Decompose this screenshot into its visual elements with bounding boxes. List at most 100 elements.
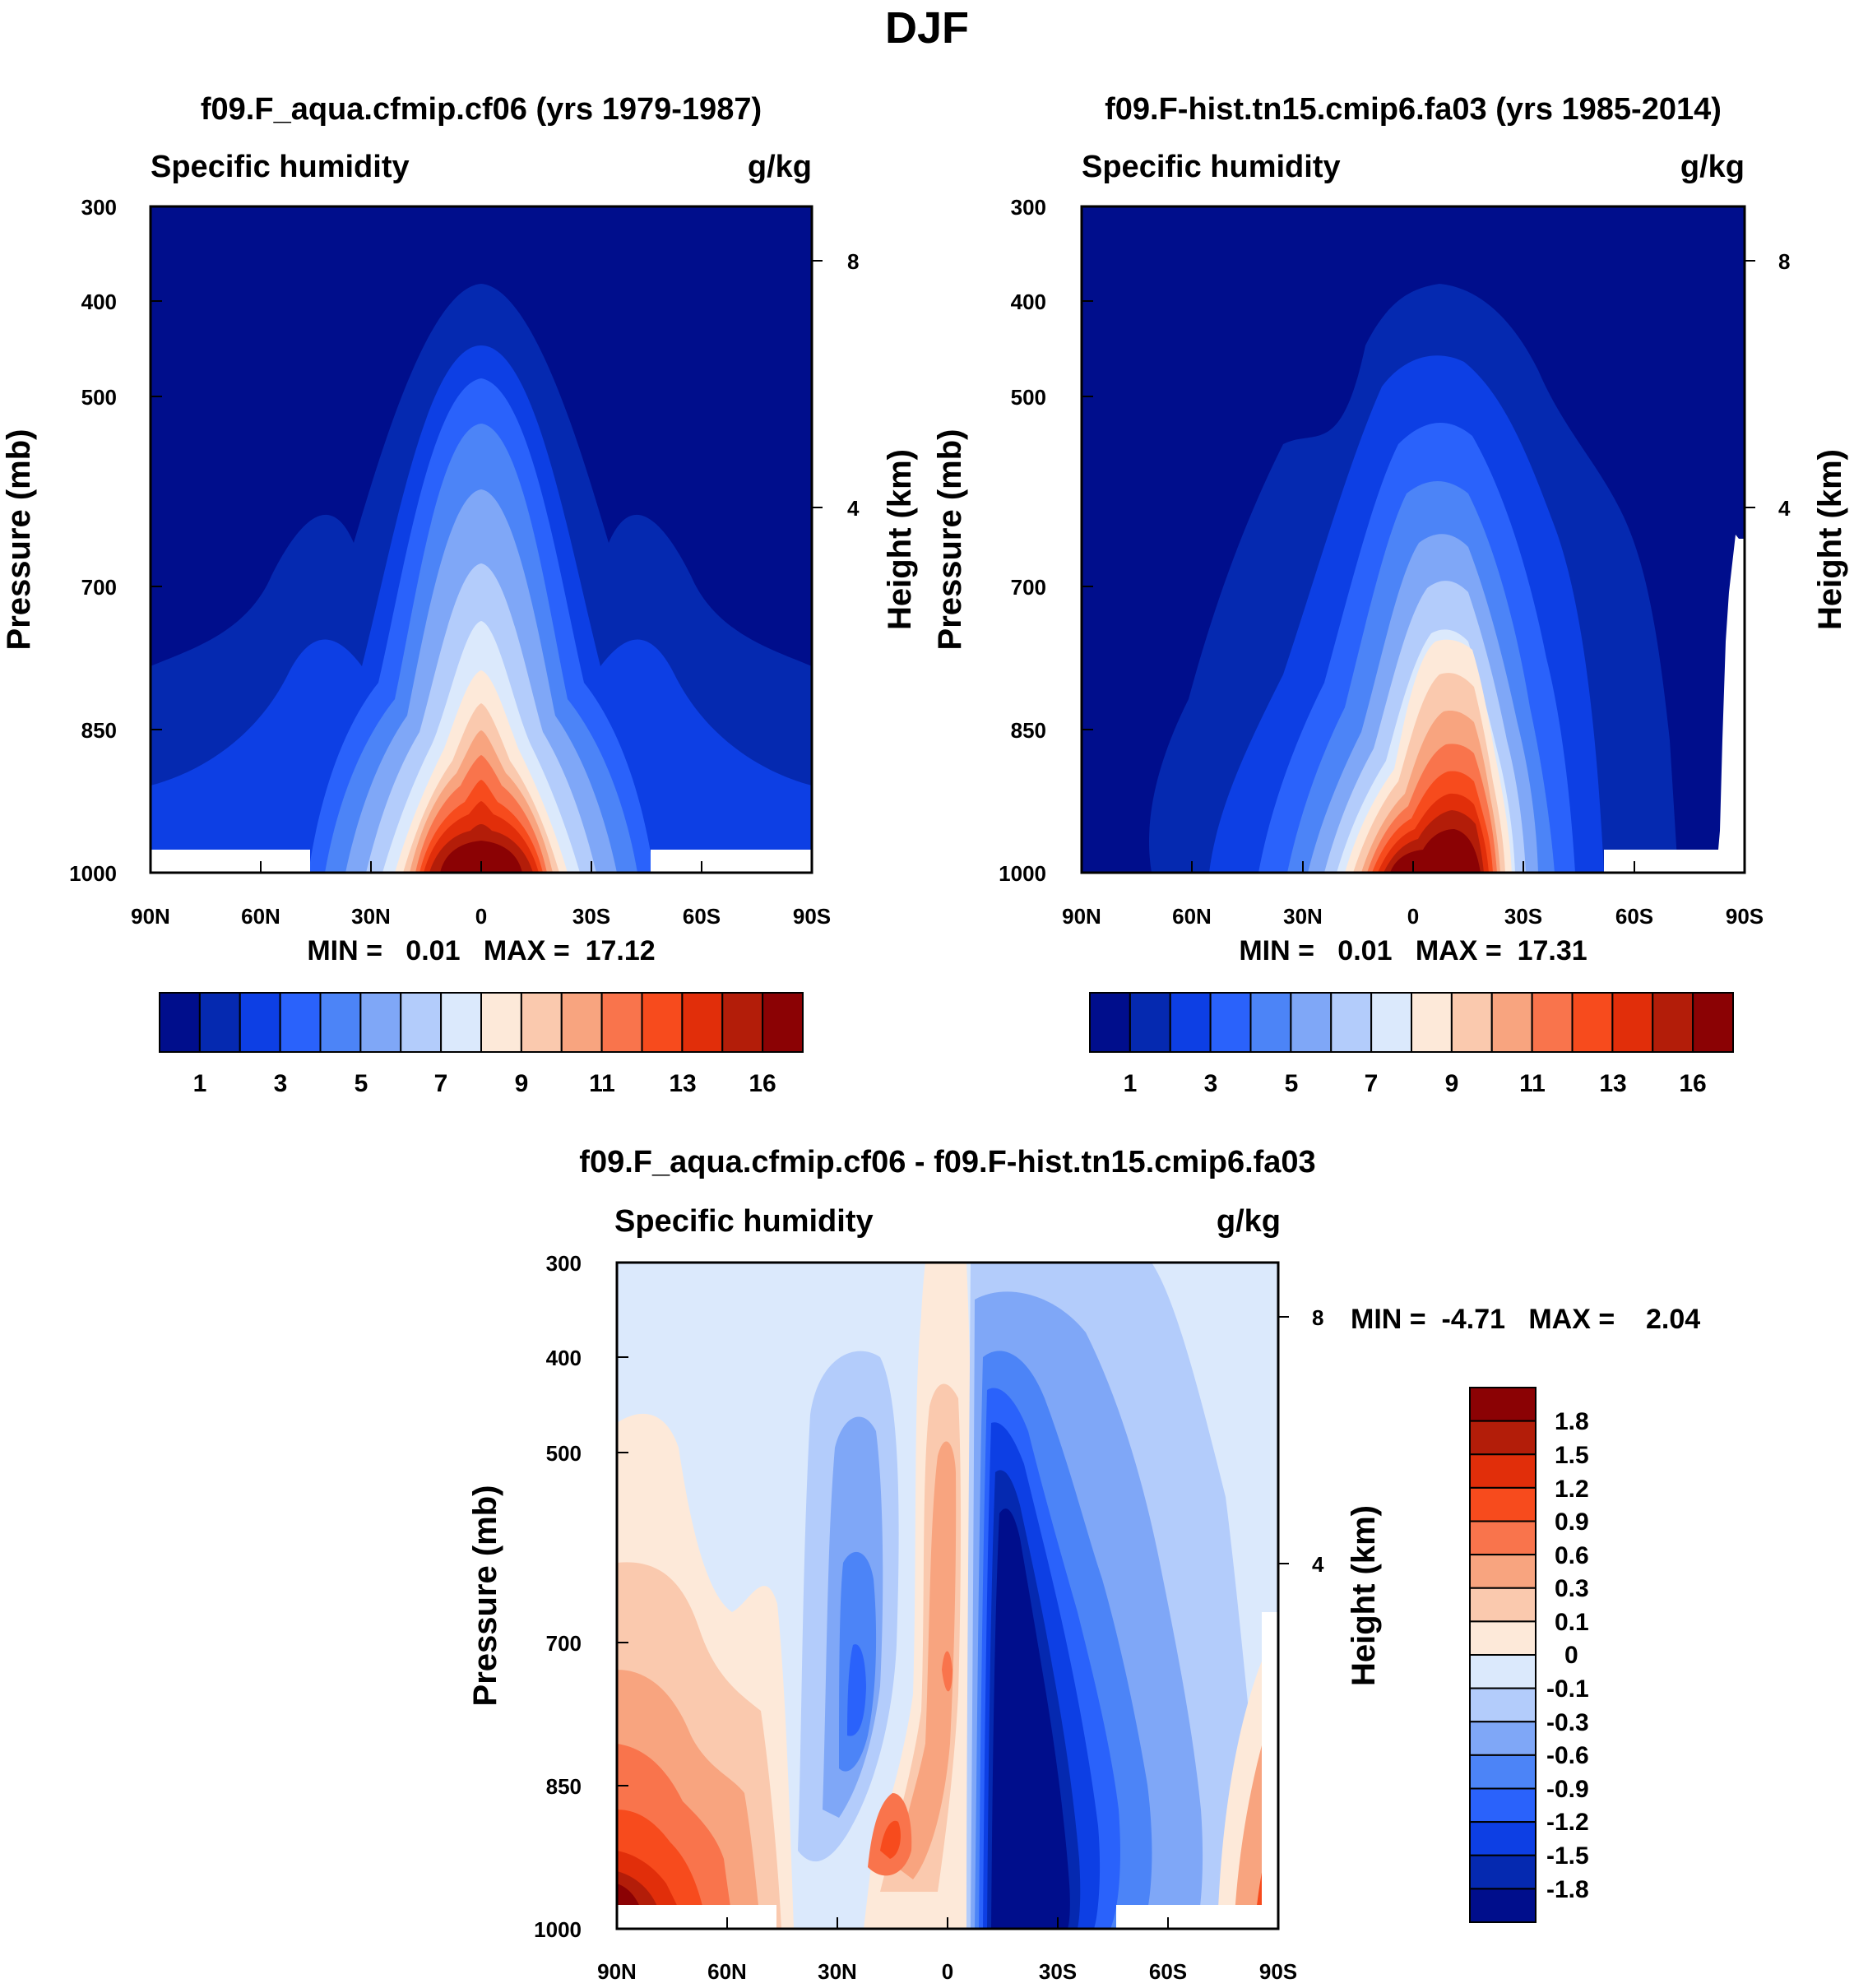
colorbar-swatch — [319, 992, 362, 1053]
colorbar-label: -0.9 — [1546, 1776, 1589, 1803]
panel-b-title: f09.F-hist.tn15.cmip6.fa03 (yrs 1985-201… — [1105, 92, 1722, 127]
contour-pos-eq-small — [942, 1651, 952, 1692]
x-tick-label: 30S — [1504, 904, 1542, 929]
colorbar-label: -0.3 — [1546, 1709, 1589, 1736]
x-tick-label: 60S — [683, 904, 721, 929]
panel-c-height-label: Height (km) — [1346, 1505, 1382, 1686]
colorbar-swatch — [641, 992, 684, 1053]
panel-b-x-tick-labels: 90N 60N 30N 0 30S 60S 90S — [1062, 904, 1764, 929]
colorbar-label: -1.8 — [1546, 1876, 1589, 1903]
colorbar-label: 7 — [434, 1070, 448, 1097]
colorbar-label: -0.6 — [1546, 1742, 1589, 1769]
y-tick-label: 500 — [81, 385, 117, 410]
panel-c-ticks — [616, 1262, 1289, 1930]
colorbar-label: 11 — [589, 1070, 615, 1097]
x-tick-label: 90S — [1726, 904, 1764, 929]
colorbar-swatch — [1469, 1721, 1537, 1756]
panel-b-stats: MIN = 0.01 MAX = 17.31 — [1239, 935, 1587, 966]
y-tick-label: 300 — [546, 1251, 582, 1276]
colorbar-label: 1.8 — [1555, 1408, 1589, 1435]
colorbar-swatch — [1469, 1654, 1537, 1689]
x-tick-label: 60N — [1172, 904, 1212, 929]
x-tick-label: 90S — [793, 904, 831, 929]
colorbar-label: 5 — [1285, 1070, 1299, 1097]
contour-pos-eq-0.9 — [880, 1820, 901, 1859]
panel-a-x-tick-labels: 90N 60N 30N 0 30S 60S 90S — [131, 904, 831, 929]
missing-data-right — [1116, 1905, 1278, 1929]
colorbar-swatch — [1469, 1554, 1537, 1589]
missing-data-right — [651, 850, 812, 873]
panel-b-left-label: Specific humidity — [1082, 150, 1341, 184]
height-tick-label: 8 — [1778, 249, 1790, 274]
y-tick-label: 850 — [81, 718, 117, 743]
y-tick-label: 700 — [81, 575, 117, 600]
x-tick-label: 30N — [1283, 904, 1323, 929]
colorbar-swatch — [279, 992, 322, 1053]
height-tick-label: 8 — [847, 249, 859, 274]
panel-c-colorbar — [1469, 1387, 1537, 1923]
colorbar-swatch — [1571, 992, 1614, 1053]
colorbar-swatch — [1469, 1687, 1537, 1723]
panel-c-y-tick-labels: 300 400 500 700 850 1000 — [534, 1251, 582, 1942]
x-tick-label: 0 — [1407, 904, 1419, 929]
colorbar-swatch — [1089, 992, 1131, 1053]
colorbar-label: 0.6 — [1555, 1542, 1589, 1569]
panel-b-right-label: g/kg — [1680, 150, 1745, 184]
colorbar-swatch — [440, 992, 482, 1053]
panel-a-ticks — [150, 206, 823, 874]
colorbar-swatch — [1290, 992, 1333, 1053]
panel-a-colorbar-labels: 1 3 5 7 9 11 13 16 — [193, 1070, 776, 1097]
panel-c-stats: MIN = -4.71 MAX = 2.04 — [1351, 1304, 1700, 1335]
colorbar-label: 1 — [1124, 1070, 1138, 1097]
panel-a-left-label: Specific humidity — [151, 150, 410, 184]
x-tick-label: 90N — [597, 1959, 637, 1984]
colorbar-label: -1.5 — [1546, 1842, 1589, 1870]
y-tick-label: 400 — [546, 1346, 582, 1370]
missing-data-right-edge — [1604, 535, 1745, 873]
colorbar-swatch — [359, 992, 402, 1053]
colorbar-label: 7 — [1365, 1070, 1379, 1097]
x-tick-label: 0 — [942, 1959, 953, 1984]
colorbar-swatch — [1611, 992, 1654, 1053]
colorbar-swatch — [600, 992, 643, 1053]
colorbar-swatch — [1469, 1520, 1537, 1556]
colorbar-swatch — [1469, 1420, 1537, 1456]
panel-c-contours — [617, 1263, 1278, 1929]
panel-a-title: f09.F_aqua.cfmip.cf06 (yrs 1979-1987) — [201, 92, 762, 127]
missing-data-right-edge — [1262, 1612, 1278, 1929]
colorbar-swatch — [1531, 992, 1574, 1053]
x-tick-label: 90N — [1062, 904, 1101, 929]
colorbar-label: 9 — [1445, 1070, 1459, 1097]
colorbar-swatch — [1330, 992, 1373, 1053]
missing-data-left — [617, 1905, 776, 1929]
panel-c-left-label: Specific humidity — [614, 1204, 874, 1239]
colorbar-swatch — [1490, 992, 1533, 1053]
panel-b-ylabel: Pressure (mb) — [932, 429, 968, 651]
colorbar-swatch — [1469, 1888, 1537, 1923]
contour-neg-sh-1.8 — [991, 1508, 1070, 1929]
panel-b: f09.F-hist.tn15.cmip6.fa03 (yrs 1985-201… — [932, 92, 1848, 1097]
colorbar-swatch — [159, 992, 201, 1053]
colorbar-label: 1 — [193, 1070, 207, 1097]
height-tick-label: 4 — [1312, 1552, 1324, 1577]
panel-c-x-tick-labels: 90N 60N 30N 0 30S 60S 90S — [597, 1959, 1297, 1984]
colorbar-swatch — [520, 992, 563, 1053]
colorbar-swatch — [1692, 992, 1734, 1053]
colorbar-swatch — [198, 992, 241, 1053]
colorbar-label: 0.1 — [1555, 1609, 1589, 1636]
y-tick-label: 400 — [1011, 290, 1046, 314]
colorbar-label: 1.2 — [1555, 1476, 1589, 1503]
colorbar-label: 16 — [1679, 1070, 1706, 1097]
colorbar-swatch — [1652, 992, 1694, 1053]
y-tick-label: 300 — [1011, 195, 1046, 220]
colorbar-swatch — [1469, 1587, 1537, 1623]
panel-a-contours — [151, 206, 812, 873]
colorbar-swatch — [400, 992, 443, 1053]
x-tick-label: 60N — [707, 1959, 747, 1984]
height-tick-label: 8 — [1312, 1305, 1323, 1330]
x-tick-label: 30S — [572, 904, 610, 929]
y-tick-label: 400 — [81, 290, 117, 314]
colorbar-label: 13 — [1599, 1070, 1626, 1097]
height-tick-label: 4 — [1778, 496, 1791, 521]
